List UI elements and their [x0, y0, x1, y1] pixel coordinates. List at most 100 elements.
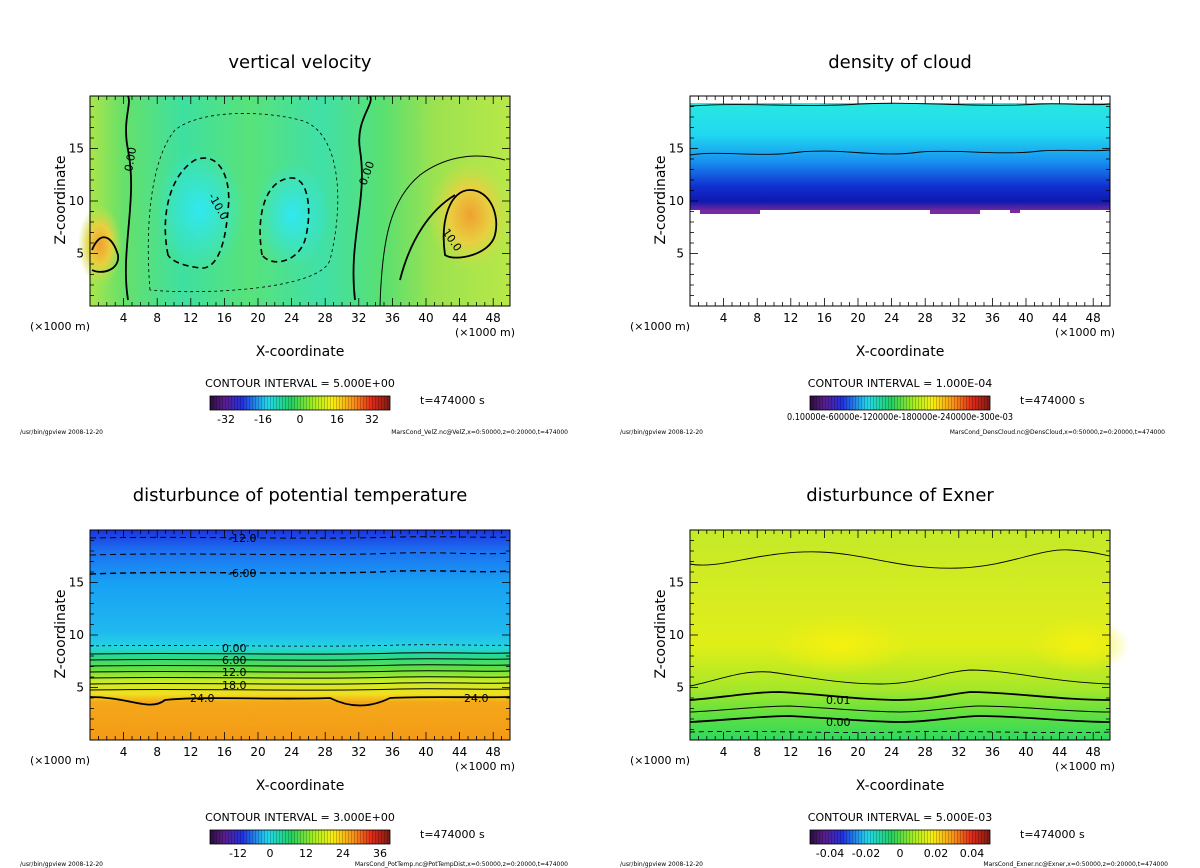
panel-potential-temperature: disturbunce of potential temperature -12… — [20, 485, 568, 868]
x-tick-label: 24 — [884, 311, 899, 325]
contour-label: 0.00 — [122, 146, 139, 172]
x-tick-label: 40 — [418, 745, 433, 759]
colorbar-tick-label: 24 — [336, 847, 350, 860]
colorbar-tick-label: 36 — [373, 847, 387, 860]
footer-left: /usr/bin/gpview 2008-12-20 — [620, 861, 703, 868]
x-tick-label: 40 — [1018, 311, 1033, 325]
colorbar-frame — [209, 829, 391, 845]
x-tick-label: 12 — [183, 745, 198, 759]
x-tick-label: 4 — [120, 311, 128, 325]
y-tick-label: 5 — [76, 247, 84, 261]
contour-lines — [689, 549, 1111, 734]
contour-label: 18.0 — [222, 679, 247, 692]
x-tick-label: 8 — [753, 745, 761, 759]
y-tick-label: 5 — [76, 681, 84, 695]
x-tick-label: 16 — [217, 745, 232, 759]
x-axis: 4 8 12 16 20 24 28 32 36 40 44 48 — [698, 96, 1102, 325]
x-tick-label: 12 — [783, 311, 798, 325]
x-unit-left: (×1000 m) — [30, 320, 90, 333]
x-axis-label: X-coordinate — [256, 344, 345, 360]
colorbar-tick-label: -0.02 — [852, 847, 880, 860]
contour-label: 24.0 — [190, 692, 215, 705]
time-label: t=474000 s — [1020, 394, 1085, 407]
y-axis-label: Z-coordinate — [53, 589, 69, 678]
field-blob — [1030, 617, 1130, 673]
footer-left: /usr/bin/gpview 2008-12-20 — [20, 429, 103, 436]
x-tick-label: 16 — [817, 745, 832, 759]
x-tick-label: 16 — [817, 311, 832, 325]
time-label: t=474000 s — [1020, 828, 1085, 841]
field-edge — [700, 210, 1020, 214]
plot-area: 0.00 -10.0 0.00 10.0 — [78, 95, 512, 307]
x-tick-label: 40 — [1018, 745, 1033, 759]
colorbar-ticks-overlay — [810, 830, 990, 844]
x-tick-label: 16 — [217, 311, 232, 325]
x-tick-label: 44 — [452, 745, 467, 759]
y-axis-label: Z-coordinate — [53, 155, 69, 244]
y-axis-label: Z-coordinate — [653, 155, 669, 244]
y-axis: 5 10 15 — [69, 106, 510, 296]
contour-label-group: -12.0 -6.00 0.00 6.00 12.0 18.0 24.0 24.… — [190, 532, 489, 705]
x-unit-left: (×1000 m) — [30, 754, 90, 767]
x-tick-label: 4 — [120, 745, 128, 759]
colorbar-frame — [209, 395, 391, 411]
x-unit-right: (×1000 m) — [455, 760, 515, 773]
colorbar-tick-label: 0.02 — [924, 847, 949, 860]
x-tick-label: 20 — [850, 311, 865, 325]
x-tick-label: 36 — [985, 311, 1000, 325]
x-tick-label: 36 — [385, 745, 400, 759]
contour-label: 0.01 — [826, 694, 851, 707]
panel-vertical-velocity: vertical velocity 0.00 -10.0 0.00 — [20, 52, 568, 436]
x-axis-label: X-coordinate — [256, 778, 345, 794]
chart-title: disturbunce of Exner — [806, 485, 994, 506]
x-tick-label: 40 — [418, 311, 433, 325]
colorbar-tick-label: -32 — [217, 413, 235, 426]
colorbar: -32 -16 0 16 32 — [209, 395, 391, 426]
contour-label: 0.00 — [222, 642, 247, 655]
contour-label: -6.00 — [228, 567, 256, 580]
x-tick-label: 20 — [850, 745, 865, 759]
x-axis: 4 8 12 16 20 24 28 32 36 40 44 48 — [698, 530, 1102, 759]
chart-title: vertical velocity — [228, 52, 372, 73]
x-tick-label: 32 — [351, 311, 366, 325]
y-axis: 5 10 15 — [69, 540, 510, 730]
colorbar-frame — [809, 829, 991, 845]
contour-label: 12.0 — [222, 666, 247, 679]
y-tick-label: 15 — [69, 576, 84, 590]
contour-label: -12.0 — [228, 532, 256, 545]
x-tick-label: 8 — [153, 745, 161, 759]
x-tick-label: 12 — [783, 745, 798, 759]
colorbar: -0.04 -0.02 0 0.02 0.04 — [809, 829, 991, 860]
colorbar-ticks-overlay — [810, 396, 990, 410]
x-tick-label: 28 — [318, 745, 333, 759]
colorbar-tick-label: 32 — [365, 413, 379, 426]
x-tick-label: 32 — [951, 311, 966, 325]
x-axis-label: X-coordinate — [856, 778, 945, 794]
x-unit-right: (×1000 m) — [455, 326, 515, 339]
colorbar-tick-label: -12 — [229, 847, 247, 860]
contour-label: 6.00 — [222, 654, 247, 667]
contour-lines — [91, 95, 506, 307]
x-tick-label: 48 — [486, 311, 501, 325]
colorbar-frame — [809, 395, 991, 411]
y-tick-label: 10 — [69, 628, 84, 642]
y-tick-label: 15 — [69, 142, 84, 156]
x-tick-label: 32 — [951, 745, 966, 759]
colorbar: 0.10000e-60000e-120000e-180000e-240000e-… — [787, 395, 1013, 423]
x-tick-label: 4 — [720, 311, 728, 325]
x-tick-label: 24 — [884, 745, 899, 759]
x-tick-label: 48 — [1086, 745, 1101, 759]
x-tick-label: 44 — [1052, 745, 1067, 759]
y-tick-label: 15 — [669, 576, 684, 590]
colorbar-tick-label: 0 — [897, 847, 904, 860]
y-tick-label: 5 — [676, 681, 684, 695]
time-label: t=474000 s — [420, 828, 485, 841]
x-axis-label: X-coordinate — [856, 344, 945, 360]
contour-lines — [689, 102, 1111, 156]
footer-left: /usr/bin/gpview 2008-12-20 — [620, 429, 703, 436]
y-axis: 5 10 15 — [669, 540, 1110, 730]
chart-title: disturbunce of potential temperature — [133, 485, 468, 506]
field-blob — [78, 205, 122, 285]
